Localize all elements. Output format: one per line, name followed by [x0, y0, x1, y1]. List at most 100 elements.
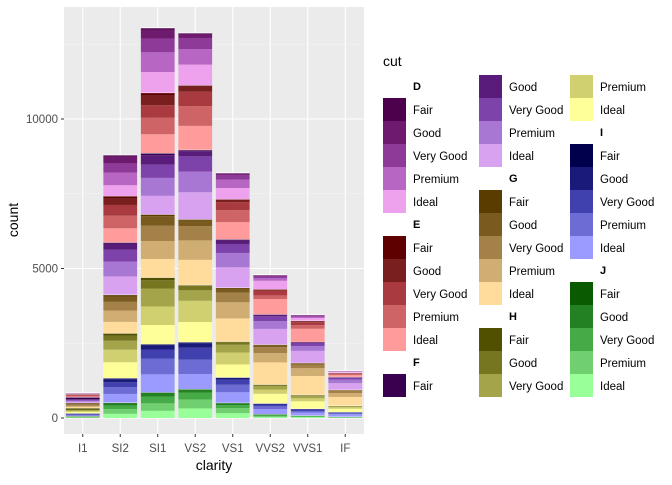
bar-segment — [178, 360, 212, 374]
x-tick-label: VS1 — [222, 443, 244, 455]
bar-segment — [103, 403, 137, 405]
legend-swatch — [570, 305, 593, 328]
bar-segment — [291, 398, 325, 401]
legend-swatch — [570, 328, 593, 351]
legend-swatch — [479, 351, 502, 374]
bar-segment — [141, 196, 175, 215]
x-tick-label: SI1 — [149, 443, 166, 455]
x-tick-label: I1 — [78, 443, 88, 455]
bar-segment — [103, 296, 137, 301]
bar-segment — [216, 289, 250, 293]
legend-label: Good — [600, 174, 628, 186]
legend-label: Premium — [413, 312, 459, 324]
bar-segment — [141, 155, 175, 165]
legend-swatch — [479, 282, 502, 305]
bar-segment — [141, 396, 175, 403]
bar-segment — [178, 192, 212, 219]
bar-segment — [141, 259, 175, 278]
bar-segment — [178, 408, 212, 418]
bar-segment — [291, 417, 325, 418]
bar-segment — [178, 172, 212, 193]
legend-label: Premium — [509, 266, 555, 278]
bar-segment — [253, 291, 287, 296]
bar-segment — [328, 378, 362, 380]
bar-segment — [253, 404, 287, 405]
bar-segment — [178, 92, 212, 106]
bar-segment — [178, 290, 212, 300]
bar-segment — [216, 403, 250, 405]
bar-segment — [141, 358, 175, 374]
bar-segment — [291, 351, 325, 363]
bar-segment — [66, 402, 100, 403]
y-tick-label: 5000 — [32, 264, 58, 276]
legend-label: Very Good — [600, 335, 654, 347]
legend-group-header: I — [600, 127, 603, 139]
bar-segment — [178, 151, 212, 156]
bar-segment — [178, 221, 212, 226]
bar-segment — [141, 280, 175, 288]
bar-segment — [253, 386, 287, 390]
legend-swatch — [570, 167, 593, 190]
bar-segment — [216, 413, 250, 418]
bar-segment — [103, 409, 137, 414]
bar-segment — [103, 198, 137, 205]
legend-group-header: J — [600, 265, 606, 277]
legend-group-header: F — [413, 357, 420, 369]
bar-segment — [178, 348, 212, 360]
bar-segment — [328, 374, 362, 375]
bar-segment — [103, 228, 137, 242]
bar-segment — [103, 163, 137, 172]
bar-segment — [216, 380, 250, 385]
bar-segment — [103, 362, 137, 378]
legend-swatch — [383, 282, 406, 305]
bar-segment — [291, 343, 325, 346]
legend-swatch — [479, 259, 502, 282]
bar-segment — [66, 401, 100, 402]
bar-segment — [103, 302, 137, 311]
bar-segment — [141, 96, 175, 106]
bar-segment — [141, 345, 175, 349]
bar-segment — [178, 374, 212, 389]
bar-segment — [216, 244, 250, 253]
bar-segment — [253, 276, 287, 278]
bar-segment — [253, 329, 287, 345]
bar-segment — [328, 383, 362, 390]
bar-segment — [103, 336, 137, 341]
bar-segment — [178, 87, 212, 92]
bar-segment — [253, 362, 287, 384]
legend-label: Good — [509, 220, 537, 232]
legend-label: Premium — [600, 82, 646, 94]
bar-segment — [253, 299, 287, 314]
legend-swatch — [570, 144, 593, 167]
bar-segment — [103, 379, 137, 382]
bar-segment — [216, 175, 250, 180]
bar-segment — [253, 289, 287, 290]
legend-swatch — [479, 75, 502, 98]
legend-label: Premium — [600, 220, 646, 232]
bar-segment — [216, 253, 250, 267]
legend-swatch — [479, 236, 502, 259]
bar-segment — [103, 394, 137, 403]
bar-segment — [253, 281, 287, 289]
legend-swatch — [570, 213, 593, 236]
legend-label: Very Good — [413, 289, 467, 301]
bar-segment — [253, 315, 287, 317]
bar-segment — [66, 395, 100, 396]
x-tick-label: VVS1 — [293, 443, 322, 455]
bar-segment — [178, 240, 212, 259]
legend-swatch — [570, 98, 593, 121]
bar-segment — [178, 301, 212, 322]
legend-group-header: H — [509, 311, 517, 323]
bar-segment — [141, 350, 175, 359]
bar-segment — [216, 240, 250, 244]
bar-segment — [178, 34, 212, 38]
legend-label: Good — [413, 266, 441, 278]
bar-segment — [253, 390, 287, 394]
legend-group-header: E — [413, 219, 420, 231]
legend-label: Ideal — [600, 105, 625, 117]
bar-segment — [66, 396, 100, 397]
bar-segment — [216, 364, 250, 377]
bar-segment — [66, 400, 100, 401]
bar-segment — [216, 210, 250, 222]
